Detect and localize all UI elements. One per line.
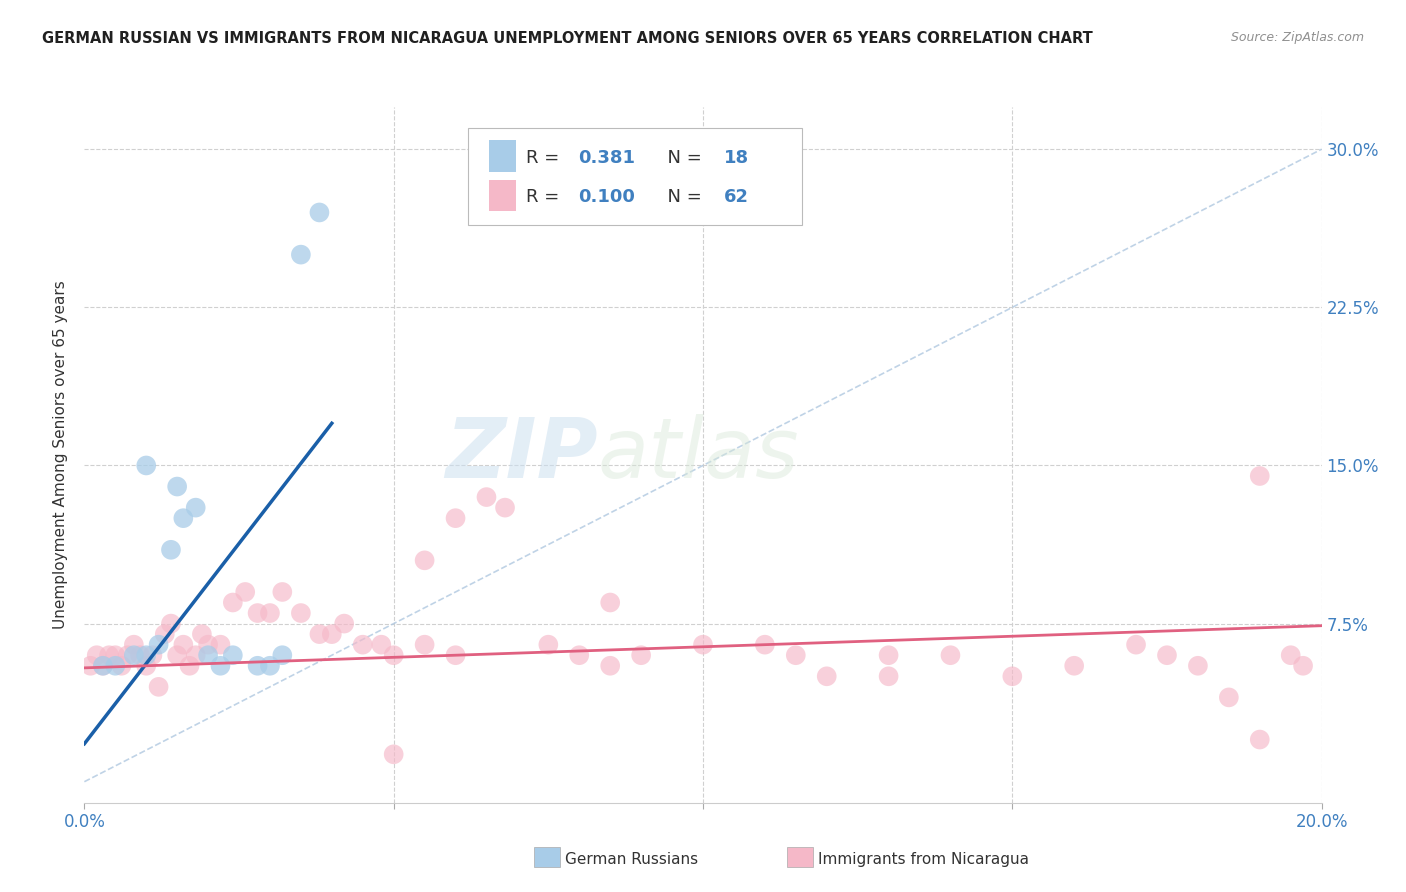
Point	[333, 616, 356, 631]
Point	[413, 553, 436, 567]
Point	[444, 648, 467, 663]
Point	[197, 648, 219, 663]
Point	[1125, 638, 1147, 652]
Point	[382, 648, 405, 663]
Text: R =: R =	[526, 188, 565, 206]
Point	[382, 747, 405, 762]
Point	[79, 658, 101, 673]
Point	[122, 638, 145, 652]
Point	[259, 658, 281, 673]
Bar	[489, 140, 516, 172]
Point	[233, 585, 256, 599]
Point	[148, 680, 170, 694]
Point	[246, 606, 269, 620]
Text: N =: N =	[657, 149, 707, 167]
Point	[877, 648, 900, 663]
Point	[568, 648, 591, 663]
Point	[475, 490, 498, 504]
Point	[184, 500, 207, 515]
Point	[172, 638, 194, 652]
Point	[98, 648, 121, 663]
Point	[117, 648, 139, 663]
Text: R =: R =	[526, 149, 565, 167]
Point	[370, 638, 392, 652]
Point	[172, 511, 194, 525]
Point	[209, 638, 232, 652]
Point	[246, 658, 269, 673]
Point	[1249, 732, 1271, 747]
Point	[939, 648, 962, 663]
Point	[271, 585, 294, 599]
Y-axis label: Unemployment Among Seniors over 65 years: Unemployment Among Seniors over 65 years	[53, 281, 69, 629]
Point	[290, 247, 312, 261]
Point	[1279, 648, 1302, 663]
Text: GERMAN RUSSIAN VS IMMIGRANTS FROM NICARAGUA UNEMPLOYMENT AMONG SENIORS OVER 65 Y: GERMAN RUSSIAN VS IMMIGRANTS FROM NICARA…	[42, 31, 1092, 46]
Text: 18: 18	[724, 149, 749, 167]
Point	[494, 500, 516, 515]
Point	[135, 458, 157, 473]
Point	[166, 479, 188, 493]
Point	[184, 648, 207, 663]
Text: 0.381: 0.381	[578, 149, 636, 167]
Point	[1001, 669, 1024, 683]
Point	[308, 205, 330, 219]
Point	[308, 627, 330, 641]
Point	[104, 658, 127, 673]
Point	[222, 595, 245, 609]
Point	[259, 606, 281, 620]
Point	[86, 648, 108, 663]
Point	[1292, 658, 1315, 673]
Point	[135, 658, 157, 673]
Text: 0.100: 0.100	[578, 188, 636, 206]
Text: ZIP: ZIP	[446, 415, 598, 495]
Point	[222, 648, 245, 663]
Point	[91, 658, 114, 673]
Text: German Russians: German Russians	[565, 853, 699, 867]
Text: 62: 62	[724, 188, 749, 206]
Point	[141, 648, 163, 663]
Point	[1063, 658, 1085, 673]
Point	[122, 648, 145, 663]
Point	[290, 606, 312, 620]
Point	[1156, 648, 1178, 663]
Point	[1218, 690, 1240, 705]
Bar	[489, 180, 516, 211]
Point	[754, 638, 776, 652]
Point	[148, 638, 170, 652]
Point	[444, 511, 467, 525]
Point	[160, 542, 183, 557]
Point	[413, 638, 436, 652]
FancyBboxPatch shape	[468, 128, 801, 226]
Point	[104, 648, 127, 663]
Point	[110, 658, 132, 673]
Point	[692, 638, 714, 652]
Point	[1249, 469, 1271, 483]
Text: Source: ZipAtlas.com: Source: ZipAtlas.com	[1230, 31, 1364, 45]
Point	[135, 648, 157, 663]
Text: Immigrants from Nicaragua: Immigrants from Nicaragua	[818, 853, 1029, 867]
Text: atlas: atlas	[598, 415, 800, 495]
Point	[1187, 658, 1209, 673]
Point	[191, 627, 214, 641]
Point	[179, 658, 201, 673]
Point	[166, 648, 188, 663]
Point	[321, 627, 343, 641]
Point	[160, 616, 183, 631]
Point	[537, 638, 560, 652]
Point	[91, 658, 114, 673]
Point	[877, 669, 900, 683]
Text: N =: N =	[657, 188, 707, 206]
Point	[815, 669, 838, 683]
Point	[129, 648, 152, 663]
Point	[197, 638, 219, 652]
Point	[352, 638, 374, 652]
Point	[785, 648, 807, 663]
Point	[153, 627, 176, 641]
Point	[630, 648, 652, 663]
Point	[599, 658, 621, 673]
Point	[209, 658, 232, 673]
Point	[599, 595, 621, 609]
Point	[271, 648, 294, 663]
